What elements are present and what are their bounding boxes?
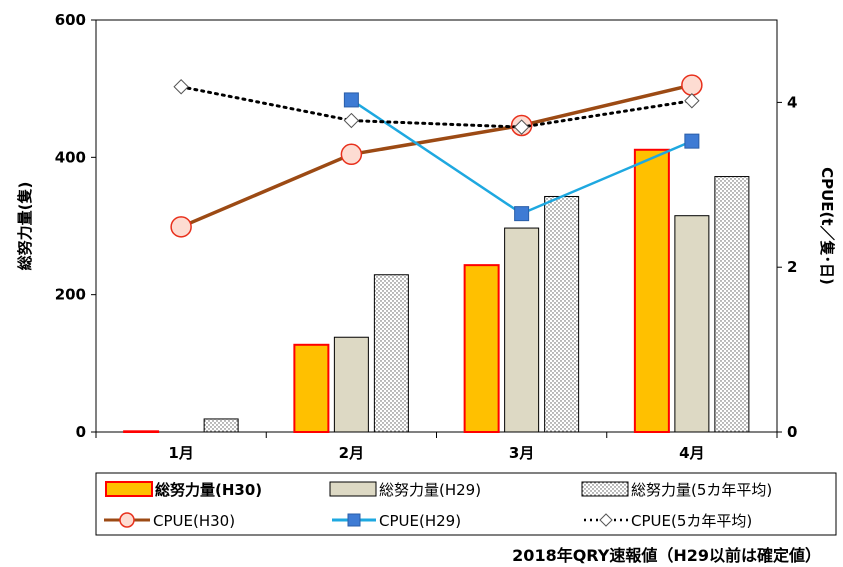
legend-label-bar-h29: 総努力量(H29) — [379, 481, 481, 499]
bar-0-3 — [633, 148, 670, 433]
bar-1-1 — [333, 336, 369, 433]
bar-2-0 — [203, 418, 239, 433]
axes-layer: 0 200 400 600 0 2 4 1月 2月 3月 4月 — [55, 11, 798, 462]
legend-marker-line-h30 — [119, 512, 135, 528]
bar-1-3 — [674, 215, 710, 433]
x-tick-label-1: 2月 — [339, 444, 364, 462]
point-2-0 — [173, 79, 189, 95]
bar-0-1 — [293, 343, 330, 433]
y-tick-label-3: 600 — [55, 11, 86, 29]
line-series-0 — [179, 83, 694, 229]
point-2-3 — [684, 93, 700, 109]
point-0-0 — [170, 216, 192, 238]
x-tick-label-3: 4月 — [679, 444, 704, 462]
legend-label-line-h30: CPUE(H30) — [153, 512, 235, 530]
bars-layer — [123, 148, 750, 434]
point-2-1 — [343, 112, 360, 129]
y2-tick-label-1: 2 — [787, 258, 797, 276]
bar-0-2 — [463, 264, 500, 434]
legend-label-line-avg: CPUE(5カ年平均) — [631, 512, 752, 530]
point-1-0 — [343, 92, 359, 108]
footer-note: 2018年QRY速報値（H29以前は確定値） — [512, 546, 821, 565]
bar-1-2 — [504, 227, 540, 433]
point-0-1 — [340, 143, 363, 166]
point-1-1 — [514, 206, 530, 222]
x-tick-label-0: 1月 — [168, 444, 193, 462]
legend-label-bar-h30: 総努力量(H30) — [155, 481, 262, 499]
y-axis-title: 総努力量(隻) — [16, 182, 34, 271]
legend-marker-line-h29 — [347, 513, 361, 527]
legend — [95, 472, 837, 536]
y-tick-label-1: 200 — [55, 286, 86, 304]
line-series-2 — [179, 85, 694, 129]
legend-label-bar-avg: 総努力量(5カ年平均) — [631, 481, 772, 499]
bar-0-0 — [123, 430, 160, 433]
legend-label-line-h29: CPUE(H29) — [379, 512, 461, 530]
bar-2-3 — [714, 176, 750, 433]
point-2-2 — [513, 119, 530, 135]
y-tick-label-2: 400 — [55, 148, 86, 166]
legend-swatch-bar-avg — [581, 481, 629, 497]
lines-layer — [170, 74, 703, 238]
legend-marker-line-avg — [599, 513, 613, 527]
point-1-2 — [684, 133, 700, 149]
legend-swatch-bar-h29 — [329, 481, 377, 497]
y2-tick-label-0: 0 — [787, 423, 797, 441]
bar-2-1 — [373, 274, 409, 433]
bar-2-2 — [544, 195, 580, 433]
x-tick-label-2: 3月 — [509, 444, 534, 462]
point-0-3 — [681, 74, 703, 96]
legend-swatch-bar-h30 — [105, 481, 153, 497]
y2-tick-label-2: 4 — [787, 93, 797, 111]
y2-axis-title: CPUE(t／隻･日) — [818, 167, 836, 285]
y-tick-label-0: 0 — [76, 423, 86, 441]
